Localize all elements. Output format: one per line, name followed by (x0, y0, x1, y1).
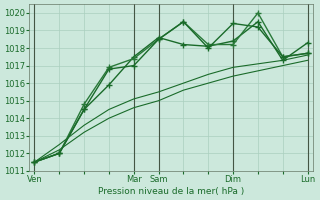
X-axis label: Pression niveau de la mer( hPa ): Pression niveau de la mer( hPa ) (98, 187, 244, 196)
